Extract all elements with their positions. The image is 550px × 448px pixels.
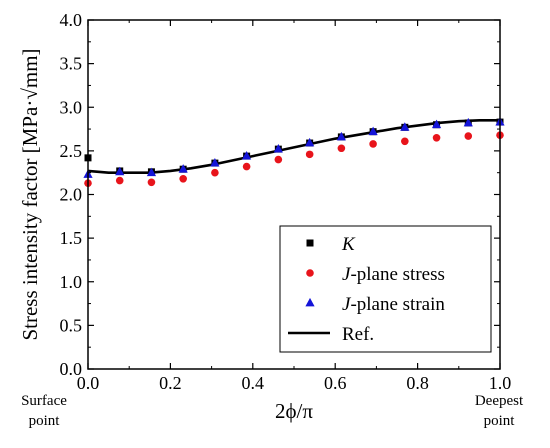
y-tick-label: 2.5 — [60, 141, 83, 161]
surface-point-label: point — [29, 413, 61, 429]
x-tick-label: 0.2 — [159, 373, 182, 393]
y-tick-label: 0.0 — [60, 359, 83, 379]
deepest-label: Deepest — [475, 393, 524, 409]
triangle-point — [463, 117, 473, 127]
triangle-point — [368, 126, 378, 136]
legend-label-italic: J — [342, 294, 352, 315]
legend-box — [279, 225, 492, 353]
legend-label: J-plane strain — [342, 294, 445, 315]
y-tick-label: 0.5 — [60, 315, 83, 335]
y-tick-label: 2.0 — [60, 185, 83, 205]
y-tick-label: 1.5 — [60, 228, 83, 248]
legend-square-swatch — [306, 239, 314, 247]
circle-point — [274, 155, 283, 164]
circle-point — [401, 137, 409, 146]
x-tick-label: 1.0 — [489, 373, 512, 393]
triangle-point — [210, 157, 220, 167]
x-tick-label: 0.8 — [406, 373, 429, 393]
triangle-point — [336, 131, 346, 141]
y-tick-label: 3.0 — [60, 97, 83, 117]
ref-curve — [87, 119, 500, 174]
circle-point — [337, 144, 346, 153]
y-tick-label: 1.0 — [60, 272, 83, 292]
triangle-point — [242, 151, 252, 160]
y-axis-title: Stress intensity factor [MPa·√mm] — [18, 48, 42, 340]
triangle-point — [431, 119, 442, 129]
legend-triangle-swatch — [305, 297, 315, 307]
x-axis-title: 2ϕ/π — [275, 399, 313, 423]
y-tick-label: 3.5 — [60, 54, 83, 74]
x-tick-label: 0.6 — [324, 373, 347, 393]
tick-layer: 0.0 0.2 0.4 0.6 0.8 1.0 0.0 0.5 1.0 1.5 2.0 2.5 3.0 3… — [60, 10, 512, 393]
legend-label-text: -plane stress — [350, 264, 444, 285]
legend-label-italic: J — [342, 264, 352, 285]
triangle-point — [178, 164, 188, 173]
circle-point — [305, 150, 314, 159]
circle-point — [242, 162, 251, 171]
legend-label: Ref. — [342, 324, 374, 345]
ref-line-layer — [87, 119, 500, 174]
circle-point — [115, 176, 124, 185]
triangle-point — [400, 122, 410, 131]
circle-point — [211, 168, 219, 177]
circle-point — [147, 178, 156, 187]
legend-label: J-plane stress — [342, 264, 445, 285]
deepest-point-label: point — [484, 413, 516, 429]
circle-point — [369, 140, 377, 148]
y-tick-label: 4.0 — [60, 10, 83, 30]
legend-circle-swatch — [306, 269, 314, 277]
triangle-point — [146, 167, 157, 177]
legend-label-italic: K — [341, 234, 356, 255]
x-tick-label: 0.4 — [242, 373, 265, 393]
legend-label: K — [341, 234, 356, 255]
triangle-point — [273, 144, 283, 153]
triangle-point — [305, 137, 315, 147]
triangle-point — [115, 166, 125, 176]
legend-label-text: -plane strain — [350, 294, 445, 315]
marker-layer — [83, 116, 505, 187]
x-tick-label: 0.0 — [77, 373, 100, 393]
surface-label: Surface — [21, 393, 67, 409]
circle-point — [179, 174, 187, 183]
circle-point — [432, 133, 441, 142]
legend-label-text: Ref. — [342, 324, 374, 345]
circle-point — [464, 132, 473, 140]
